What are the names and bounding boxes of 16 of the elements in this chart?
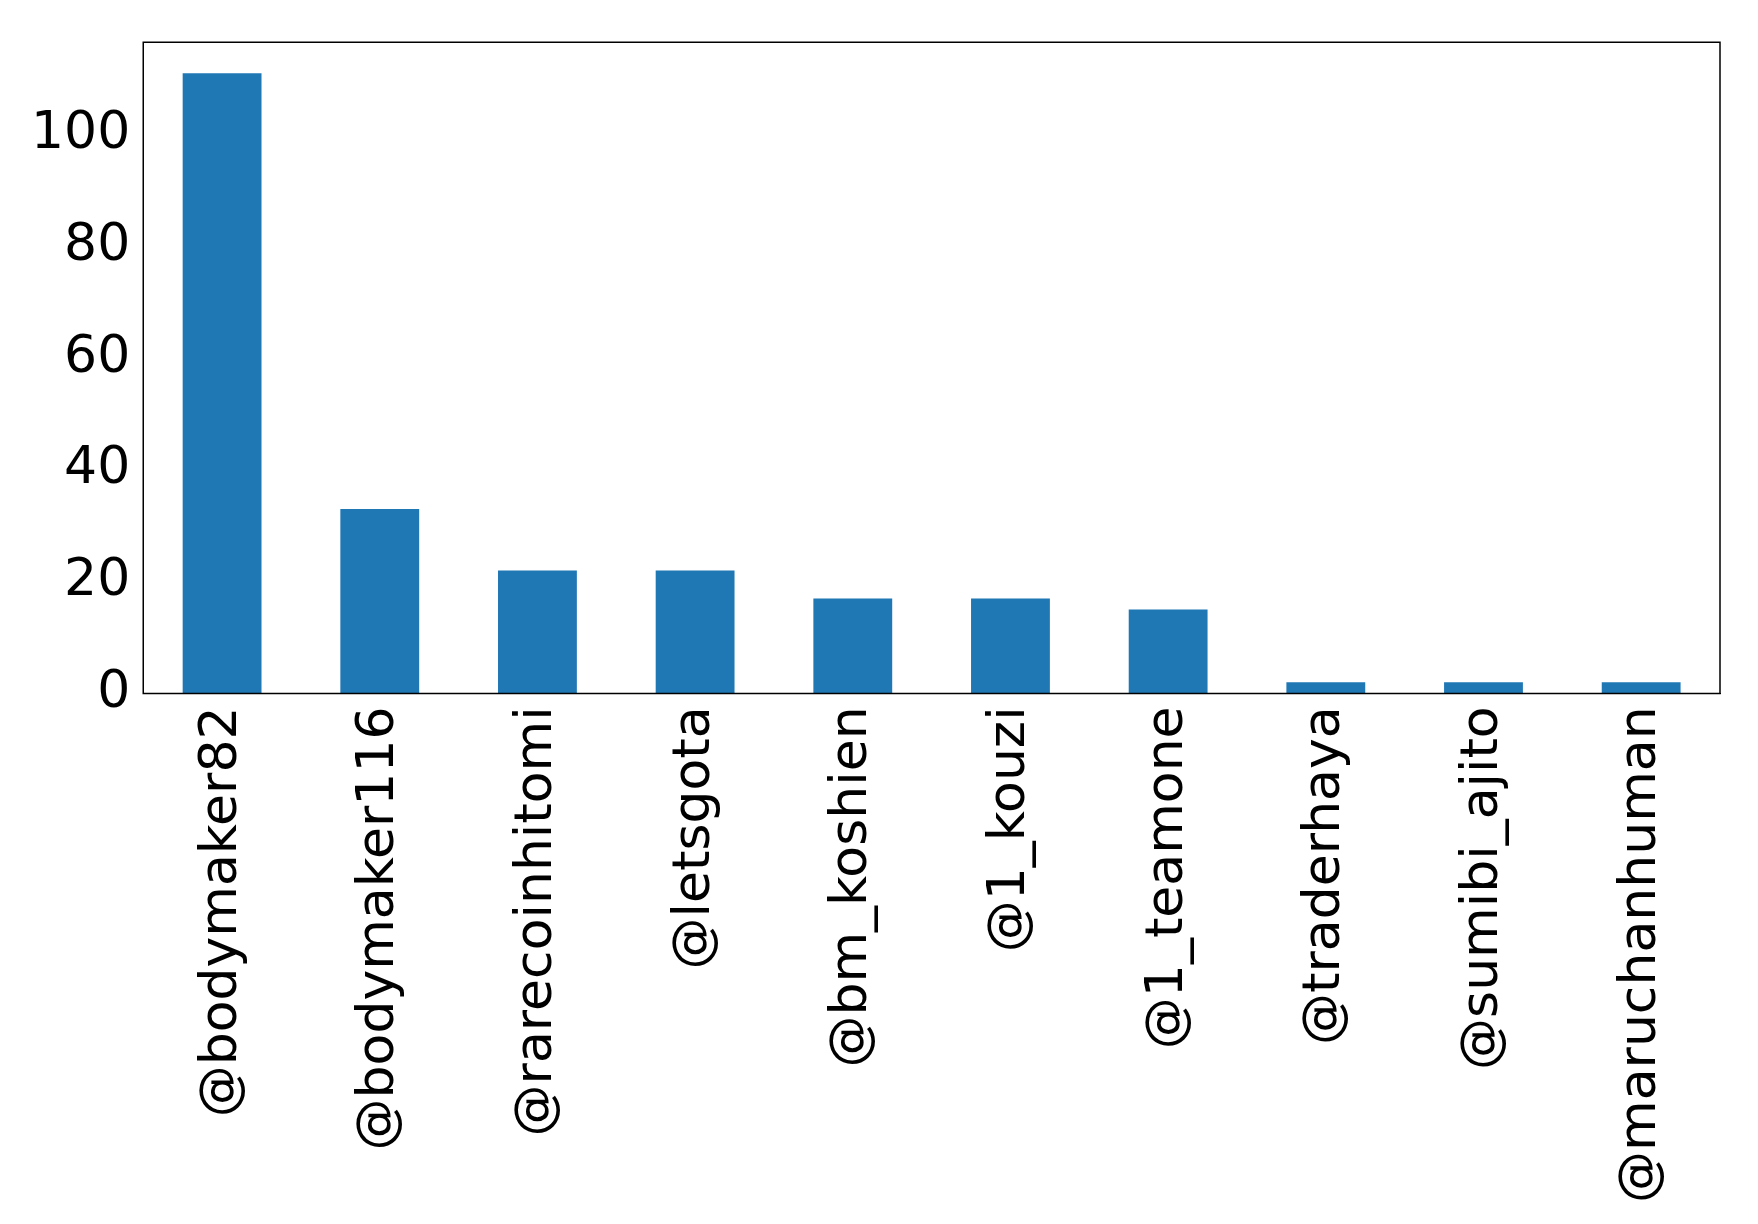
- x-tick-label: @bodymaker116: [345, 706, 406, 1151]
- y-tick-label: 80: [64, 211, 131, 272]
- x-tick-label: @maruchanhuman: [1606, 706, 1667, 1204]
- x-tick-label: @letsgota: [660, 706, 721, 970]
- x-tick-label: @bm_koshien: [818, 706, 879, 1068]
- x-tick-label: @1_kouzi: [975, 706, 1036, 953]
- x-tick-label: @rarecoinhitomi: [502, 706, 563, 1137]
- y-tick-label: 40: [64, 435, 131, 496]
- x-tick-label: @1_teamone: [1133, 706, 1194, 1050]
- y-tick-label: 20: [64, 547, 131, 608]
- y-tick-label: 60: [64, 323, 131, 384]
- y-tick-label: 100: [30, 100, 131, 161]
- x-tick-label: @bodymaker82: [187, 706, 248, 1118]
- x-tick-label: @sumibi_ajito: [1449, 706, 1509, 1070]
- y-tick-label: 0: [97, 658, 131, 719]
- x-tick-label: @traderhaya: [1291, 706, 1352, 1045]
